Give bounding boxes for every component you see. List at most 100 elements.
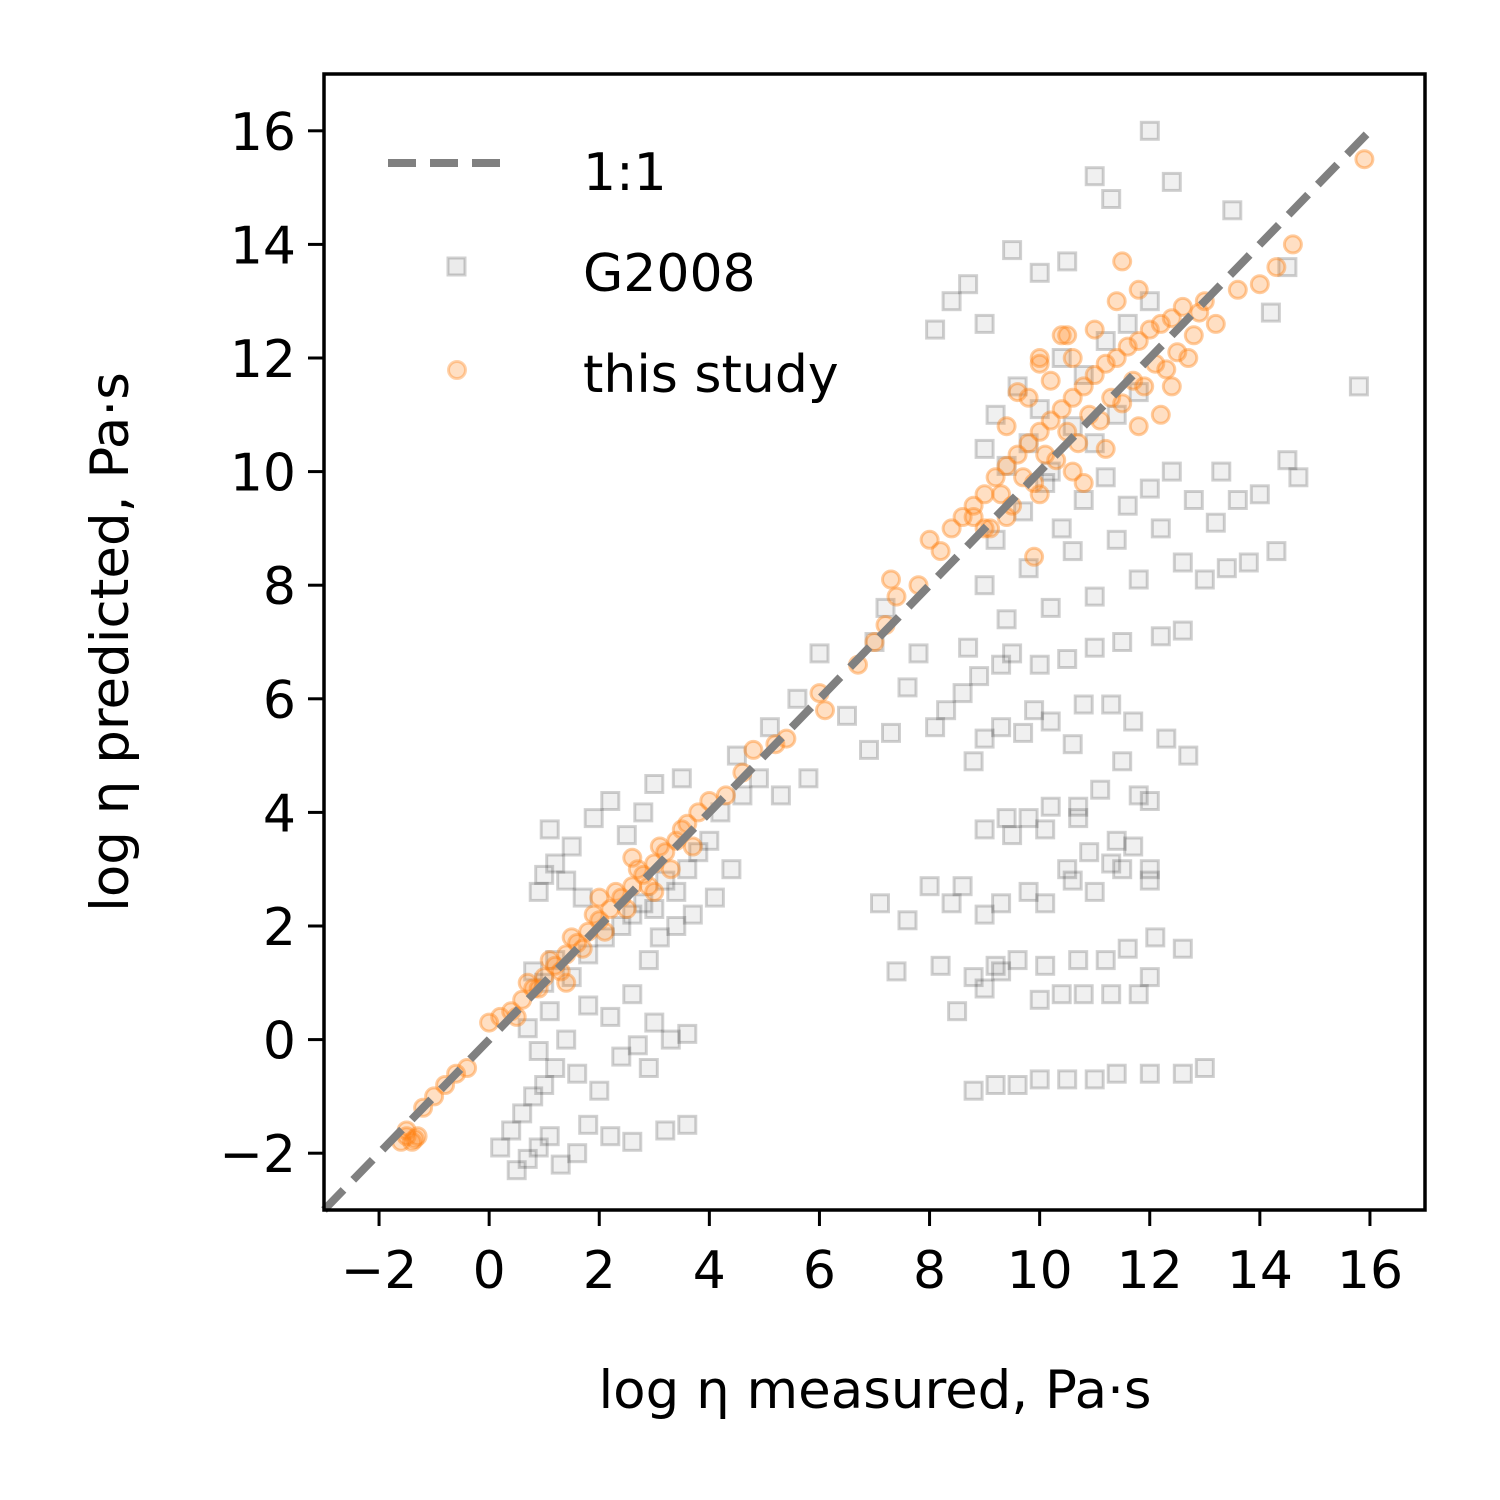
g2008-point bbox=[633, 893, 654, 914]
g2008-point bbox=[1073, 490, 1094, 510]
g2008-point bbox=[528, 881, 549, 902]
this-study-point bbox=[1128, 331, 1149, 351]
x-tick-label: 0 bbox=[473, 1241, 506, 1301]
this-study-point bbox=[1183, 325, 1204, 346]
this-study-point bbox=[1029, 348, 1050, 368]
g2008-point bbox=[1139, 859, 1160, 880]
g2008-point bbox=[908, 643, 929, 664]
x-tick-label: 16 bbox=[1337, 1241, 1403, 1301]
legend-swatch-g2008 bbox=[446, 256, 467, 277]
x-tick-label: 12 bbox=[1117, 1241, 1183, 1301]
g2008-point bbox=[1029, 654, 1050, 675]
g2008-point bbox=[1007, 376, 1028, 397]
g2008-point bbox=[881, 722, 901, 743]
g2008-point bbox=[1194, 569, 1215, 590]
g2008-point bbox=[1035, 955, 1056, 976]
g2008-point bbox=[886, 961, 907, 982]
g2008-point bbox=[567, 1063, 588, 1084]
g2008-point bbox=[1051, 984, 1072, 1005]
g2008-point bbox=[1101, 853, 1122, 874]
this-study-point bbox=[1062, 348, 1083, 368]
y-tick-label: 2 bbox=[263, 898, 296, 958]
g2008-point bbox=[490, 1137, 511, 1158]
g2008-point bbox=[677, 859, 698, 880]
this-study-point bbox=[479, 1012, 500, 1033]
g2008-point bbox=[1013, 722, 1034, 743]
g2008-point bbox=[534, 864, 555, 885]
g2008-point bbox=[787, 688, 808, 709]
g2008-point bbox=[611, 916, 632, 936]
this-study-point bbox=[649, 836, 670, 857]
g2008-point bbox=[985, 955, 1006, 976]
this-study-point bbox=[1150, 404, 1171, 425]
this-study-point bbox=[1161, 376, 1182, 397]
g2008-point bbox=[991, 961, 1012, 982]
g2008-point bbox=[1062, 541, 1083, 562]
g2008-point bbox=[1222, 200, 1243, 221]
this-study-point bbox=[941, 518, 962, 539]
x-tick-label: 2 bbox=[583, 1241, 616, 1301]
g2008-point bbox=[1266, 541, 1287, 562]
g2008-point bbox=[974, 904, 995, 925]
y-tick-label: 12 bbox=[230, 330, 296, 390]
this-study-point bbox=[1095, 438, 1116, 459]
g2008-point bbox=[1057, 859, 1078, 880]
this-study-point bbox=[1354, 149, 1375, 170]
this-study-point bbox=[561, 927, 582, 948]
this-study-point bbox=[1029, 421, 1050, 442]
g2008-point bbox=[974, 438, 995, 459]
this-study-point bbox=[1139, 319, 1160, 340]
g2008-point bbox=[1117, 938, 1138, 959]
g2008-point bbox=[671, 768, 692, 789]
this-study-point bbox=[682, 836, 703, 857]
g2008-point bbox=[1161, 171, 1182, 192]
g2008-point bbox=[616, 825, 637, 846]
g2008-point bbox=[572, 887, 593, 908]
g2008-point bbox=[1018, 558, 1039, 579]
g2008-point bbox=[561, 967, 582, 988]
g2008-point bbox=[1112, 751, 1133, 772]
this-study-point bbox=[627, 859, 648, 880]
g2008-point bbox=[985, 1075, 1006, 1095]
g2008-point bbox=[545, 1058, 566, 1078]
g2008-point bbox=[1068, 796, 1089, 817]
g2008-point bbox=[523, 961, 544, 982]
g2008-point bbox=[556, 870, 577, 891]
g2008-point bbox=[589, 1080, 610, 1101]
legend: 1:1 G2008 this study bbox=[388, 143, 839, 405]
this-study-point bbox=[1112, 251, 1133, 272]
g2008-point bbox=[1172, 620, 1193, 641]
g2008-point bbox=[1348, 376, 1369, 397]
g2008-point bbox=[925, 319, 946, 340]
y-tick-label: 8 bbox=[263, 557, 296, 617]
this-study-point bbox=[815, 700, 835, 721]
legend-label-g2008: G2008 bbox=[583, 244, 756, 304]
g2008-point bbox=[638, 950, 659, 971]
this-study-point bbox=[622, 847, 643, 868]
g2008-point bbox=[991, 717, 1012, 738]
g2008-point bbox=[837, 705, 857, 726]
g2008-point bbox=[985, 404, 1006, 425]
g2008-point bbox=[600, 1126, 621, 1147]
this-study-point bbox=[1024, 546, 1045, 567]
g2008-point bbox=[1128, 382, 1149, 403]
g2008-point bbox=[534, 1075, 555, 1095]
g2008-point bbox=[721, 859, 742, 880]
this-study-point bbox=[1134, 376, 1155, 397]
this-study-point bbox=[1227, 279, 1248, 300]
g2008-point bbox=[1150, 518, 1171, 539]
g2008-point bbox=[897, 910, 918, 931]
y-tick-label: 0 bbox=[263, 1012, 296, 1072]
g2008-point bbox=[1018, 881, 1039, 902]
this-study-point bbox=[1266, 257, 1287, 278]
g2008-point bbox=[809, 643, 830, 664]
g2008-point bbox=[649, 927, 670, 948]
g2008-point bbox=[1101, 189, 1122, 209]
g2008-point bbox=[875, 597, 896, 618]
g2008-point bbox=[1062, 870, 1083, 891]
this-study-point bbox=[605, 881, 626, 902]
x-tick-label: 6 bbox=[803, 1241, 836, 1301]
this-study-point bbox=[1040, 370, 1061, 391]
g2008-point bbox=[539, 819, 560, 840]
g2008-point bbox=[682, 904, 703, 925]
